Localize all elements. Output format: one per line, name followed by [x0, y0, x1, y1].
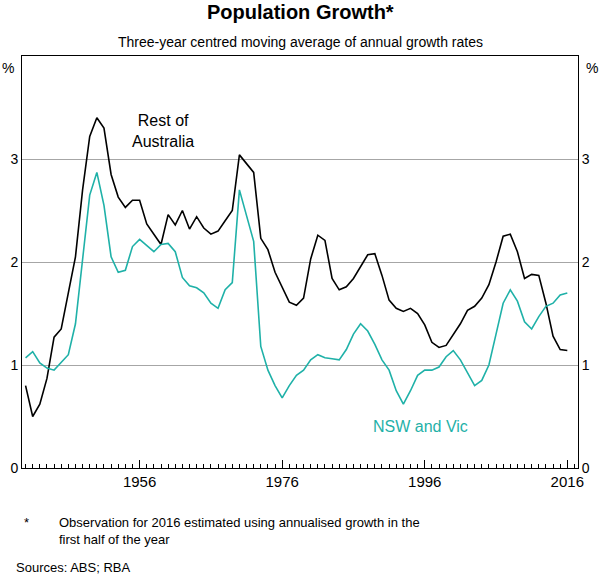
- svg-text:2016: 2016: [551, 473, 584, 490]
- svg-text:3: 3: [10, 151, 18, 167]
- svg-text:*: *: [24, 515, 29, 530]
- svg-text:0: 0: [10, 460, 18, 476]
- svg-text:1: 1: [582, 357, 590, 373]
- svg-text:%: %: [586, 60, 598, 76]
- svg-text:Observation for 2016 estimated: Observation for 2016 estimated using ann…: [59, 515, 420, 547]
- svg-text:1: 1: [10, 357, 18, 373]
- svg-text:%: %: [2, 60, 14, 76]
- svg-text:2: 2: [582, 254, 590, 270]
- svg-text:Three-year centred moving aver: Three-year centred moving average of ann…: [118, 34, 483, 50]
- svg-text:NSW and Vic: NSW and Vic: [373, 418, 468, 435]
- svg-text:1976: 1976: [265, 473, 298, 490]
- svg-text:Population Growth*: Population Growth*: [207, 1, 394, 23]
- svg-text:2: 2: [10, 254, 18, 270]
- svg-text:0: 0: [582, 460, 590, 476]
- svg-text:Sources: ABS; RBA: Sources: ABS; RBA: [16, 560, 130, 575]
- svg-text:1996: 1996: [408, 473, 441, 490]
- svg-text:Rest ofAustralia: Rest ofAustralia: [132, 112, 194, 150]
- svg-text:3: 3: [582, 151, 590, 167]
- svg-text:1956: 1956: [123, 473, 156, 490]
